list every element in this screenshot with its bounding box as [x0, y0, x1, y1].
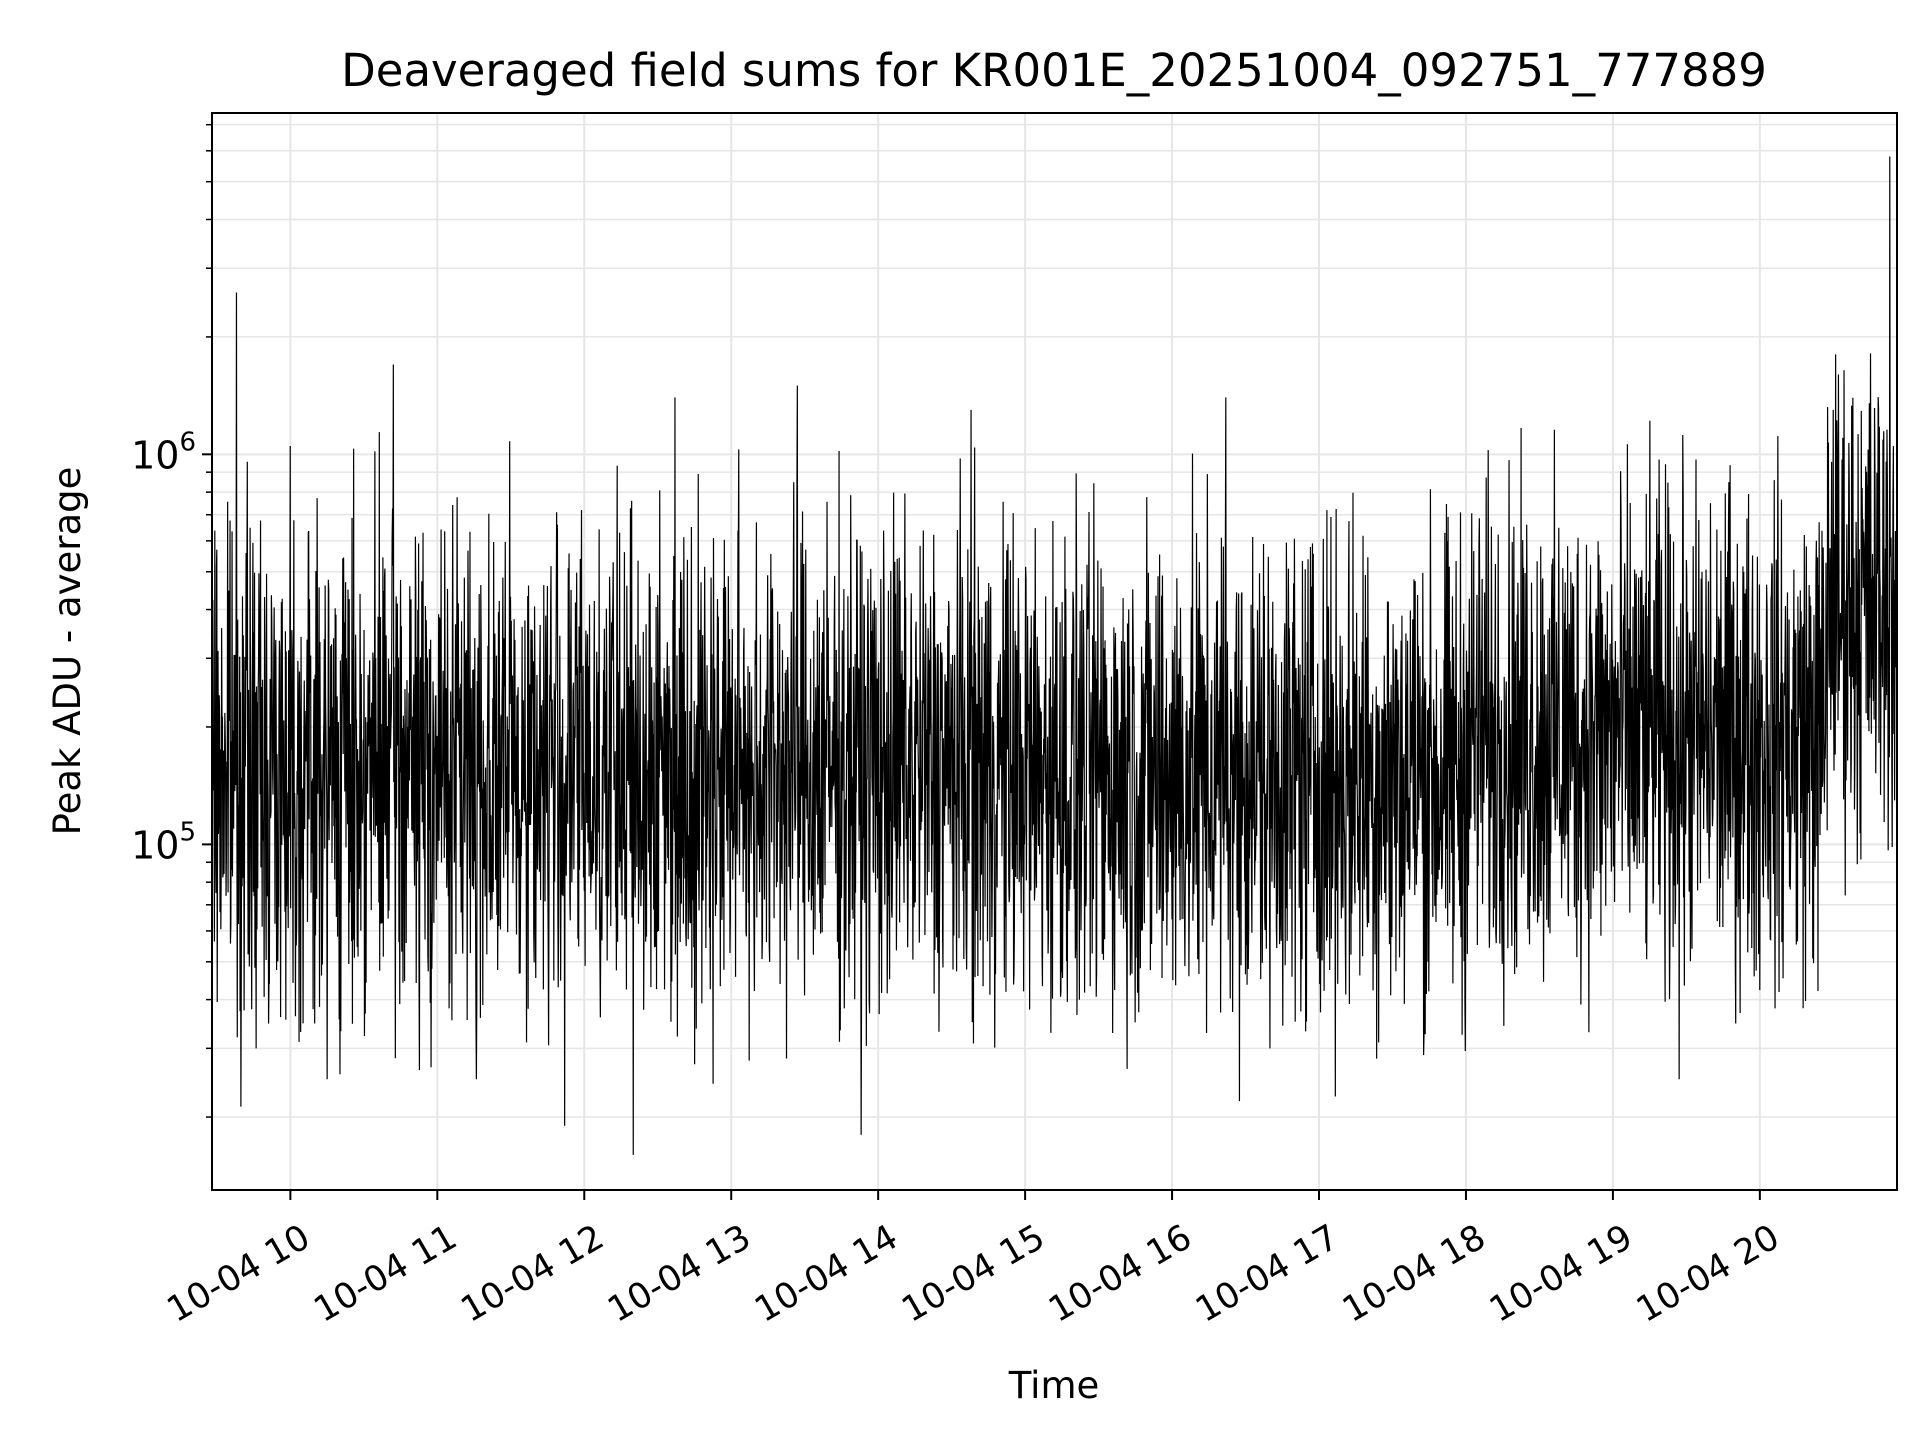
chart-title: Deaveraged field sums for KR001E_2025100…: [341, 44, 1767, 97]
y-ticks: 105 106: [131, 123, 212, 1118]
x-axis-label: Time: [1008, 1364, 1100, 1407]
series-group: [212, 156, 1897, 1155]
series-line: [212, 156, 1897, 1155]
y-axis-label: Peak ADU - average: [46, 467, 89, 836]
y-tick-label: 105: [131, 817, 196, 867]
plot-frame: [211, 112, 1898, 1191]
y-tick-label: 106: [131, 427, 196, 477]
